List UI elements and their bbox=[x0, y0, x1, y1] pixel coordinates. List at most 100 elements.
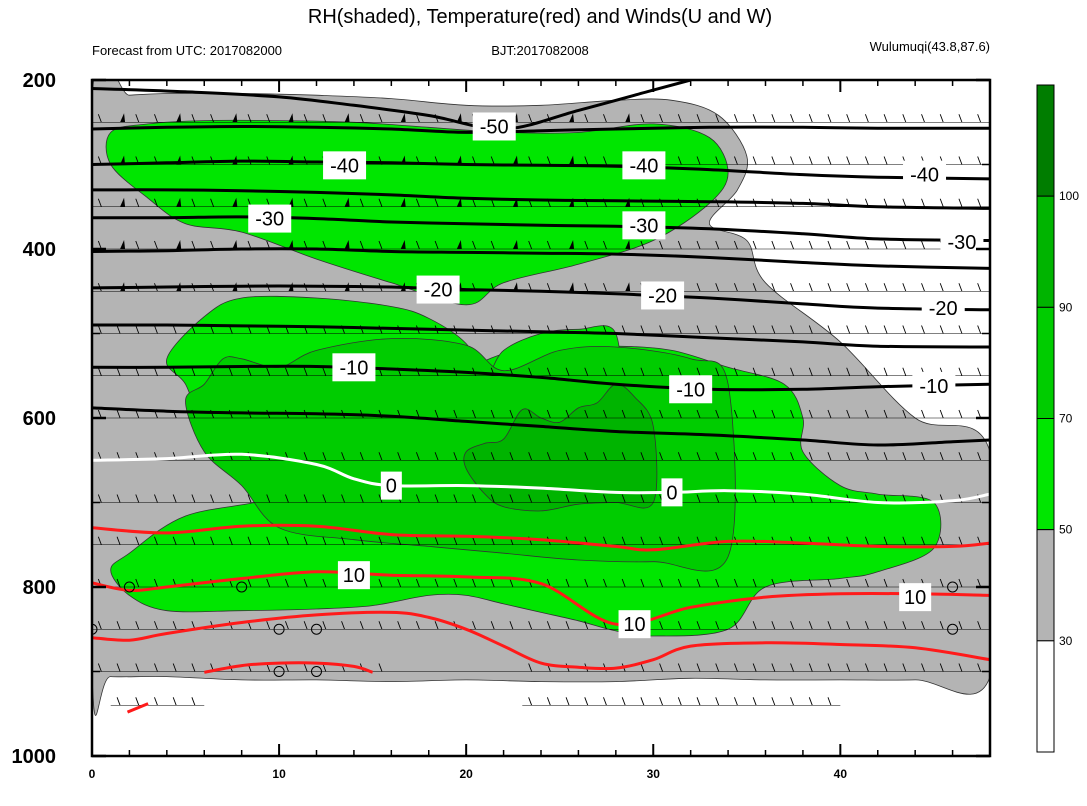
wind-barb bbox=[902, 494, 907, 503]
wind-barb bbox=[977, 452, 982, 461]
wind-barb bbox=[528, 494, 533, 503]
wind-barb bbox=[939, 198, 944, 207]
colorbar-box-0 bbox=[1036, 84, 1055, 197]
isotherm-20-15 bbox=[126, 702, 149, 714]
wind-barb bbox=[715, 621, 720, 630]
wind-barb bbox=[752, 409, 757, 419]
wind-barb bbox=[715, 367, 720, 376]
isotherm-label-text: -40 bbox=[629, 155, 658, 177]
wind-barb bbox=[603, 578, 607, 588]
wind-barb bbox=[210, 198, 215, 207]
wind-barb bbox=[135, 621, 140, 630]
wind-barb bbox=[415, 578, 420, 588]
wind-barb bbox=[135, 325, 140, 334]
wind-barb bbox=[921, 621, 925, 630]
wind-barb bbox=[827, 325, 832, 334]
wind-barb bbox=[677, 367, 682, 376]
wind-barb bbox=[864, 621, 869, 630]
isotherm-label-box bbox=[248, 204, 292, 233]
wind-barb bbox=[603, 621, 607, 630]
wind-barb bbox=[528, 114, 533, 123]
wind-barb bbox=[864, 240, 869, 250]
isotherm-label-7: -20 bbox=[416, 275, 460, 304]
isotherm-lines bbox=[92, 80, 990, 714]
wind-barb bbox=[191, 114, 196, 123]
wind-flag bbox=[400, 113, 406, 123]
calm-markers bbox=[92, 581, 959, 677]
wind-barb bbox=[883, 452, 888, 461]
wind-barb bbox=[734, 697, 738, 706]
wind-barb bbox=[846, 114, 851, 123]
wind-flag bbox=[120, 113, 126, 123]
x-tick-label: 0 bbox=[89, 767, 96, 781]
wind-flag bbox=[456, 240, 462, 249]
wind-barb bbox=[696, 621, 701, 630]
wind-flag bbox=[625, 240, 631, 249]
isotherm-label-box bbox=[912, 371, 956, 400]
wind-barb bbox=[453, 494, 458, 503]
wind-barb bbox=[808, 283, 813, 292]
wind-barb bbox=[808, 621, 813, 630]
isotherm-label-box bbox=[380, 471, 402, 500]
wind-barb bbox=[808, 452, 813, 461]
wind-barb bbox=[734, 156, 738, 165]
wind-barb bbox=[846, 452, 851, 461]
colorbar-label: 50 bbox=[1059, 523, 1073, 537]
wind-barb bbox=[640, 697, 645, 706]
wind-barb bbox=[921, 409, 925, 419]
wind-barb bbox=[135, 697, 140, 706]
wind-barb bbox=[584, 621, 589, 630]
wind-barb bbox=[266, 578, 271, 588]
wind-barb bbox=[172, 697, 177, 706]
wind-barb bbox=[603, 156, 607, 165]
wind-barb bbox=[191, 240, 196, 250]
wind-barb bbox=[846, 663, 851, 672]
wind-barb bbox=[490, 578, 495, 588]
wind-barb bbox=[771, 663, 776, 672]
wind-barb bbox=[771, 621, 776, 630]
wind-barb bbox=[902, 114, 907, 123]
wind-barb bbox=[958, 663, 963, 672]
wind-barb bbox=[790, 283, 794, 292]
wind-barb bbox=[210, 367, 215, 376]
wind-barb bbox=[359, 198, 364, 207]
wind-barb bbox=[546, 494, 551, 503]
colorbar-box-2 bbox=[1036, 306, 1055, 420]
wind-barb bbox=[603, 283, 607, 292]
wind-barb bbox=[397, 621, 402, 630]
wind-barb bbox=[715, 494, 720, 503]
isotherm-label-3: -40 bbox=[903, 160, 947, 189]
wind-barb bbox=[864, 409, 869, 419]
wind-barb bbox=[247, 494, 252, 503]
isotherm-label-17: 10 bbox=[899, 583, 932, 612]
wind-barb bbox=[584, 367, 589, 376]
wind-barb bbox=[191, 494, 196, 503]
wind-barb bbox=[846, 156, 851, 165]
wind-barb bbox=[659, 663, 664, 672]
wind-barb bbox=[808, 367, 813, 376]
wind-barb bbox=[808, 156, 813, 165]
isotherm--10-8 bbox=[92, 364, 990, 392]
wind-barb bbox=[696, 283, 701, 292]
wind-barb bbox=[939, 283, 944, 292]
wind-barb bbox=[378, 578, 383, 588]
wind-barb bbox=[902, 283, 907, 292]
wind-barb bbox=[266, 114, 271, 123]
wind-barb bbox=[939, 409, 944, 419]
wind-barb bbox=[846, 367, 851, 376]
wind-barb bbox=[640, 536, 645, 545]
wind-barb bbox=[97, 198, 102, 207]
isotherm-label-10: -10 bbox=[332, 353, 376, 382]
wind-barb bbox=[546, 621, 551, 630]
wind-barb bbox=[734, 409, 738, 419]
wind-barb bbox=[565, 409, 570, 419]
wind-barb bbox=[958, 367, 963, 376]
wind-barb bbox=[546, 156, 551, 165]
wind-barb bbox=[902, 325, 907, 334]
wind-barb bbox=[341, 536, 345, 545]
wind-barb bbox=[752, 114, 757, 123]
wind-barb bbox=[322, 198, 327, 207]
wind-barb bbox=[846, 283, 851, 292]
calm-marker-5 bbox=[273, 666, 285, 677]
y-tick-label: 200 bbox=[23, 70, 56, 92]
